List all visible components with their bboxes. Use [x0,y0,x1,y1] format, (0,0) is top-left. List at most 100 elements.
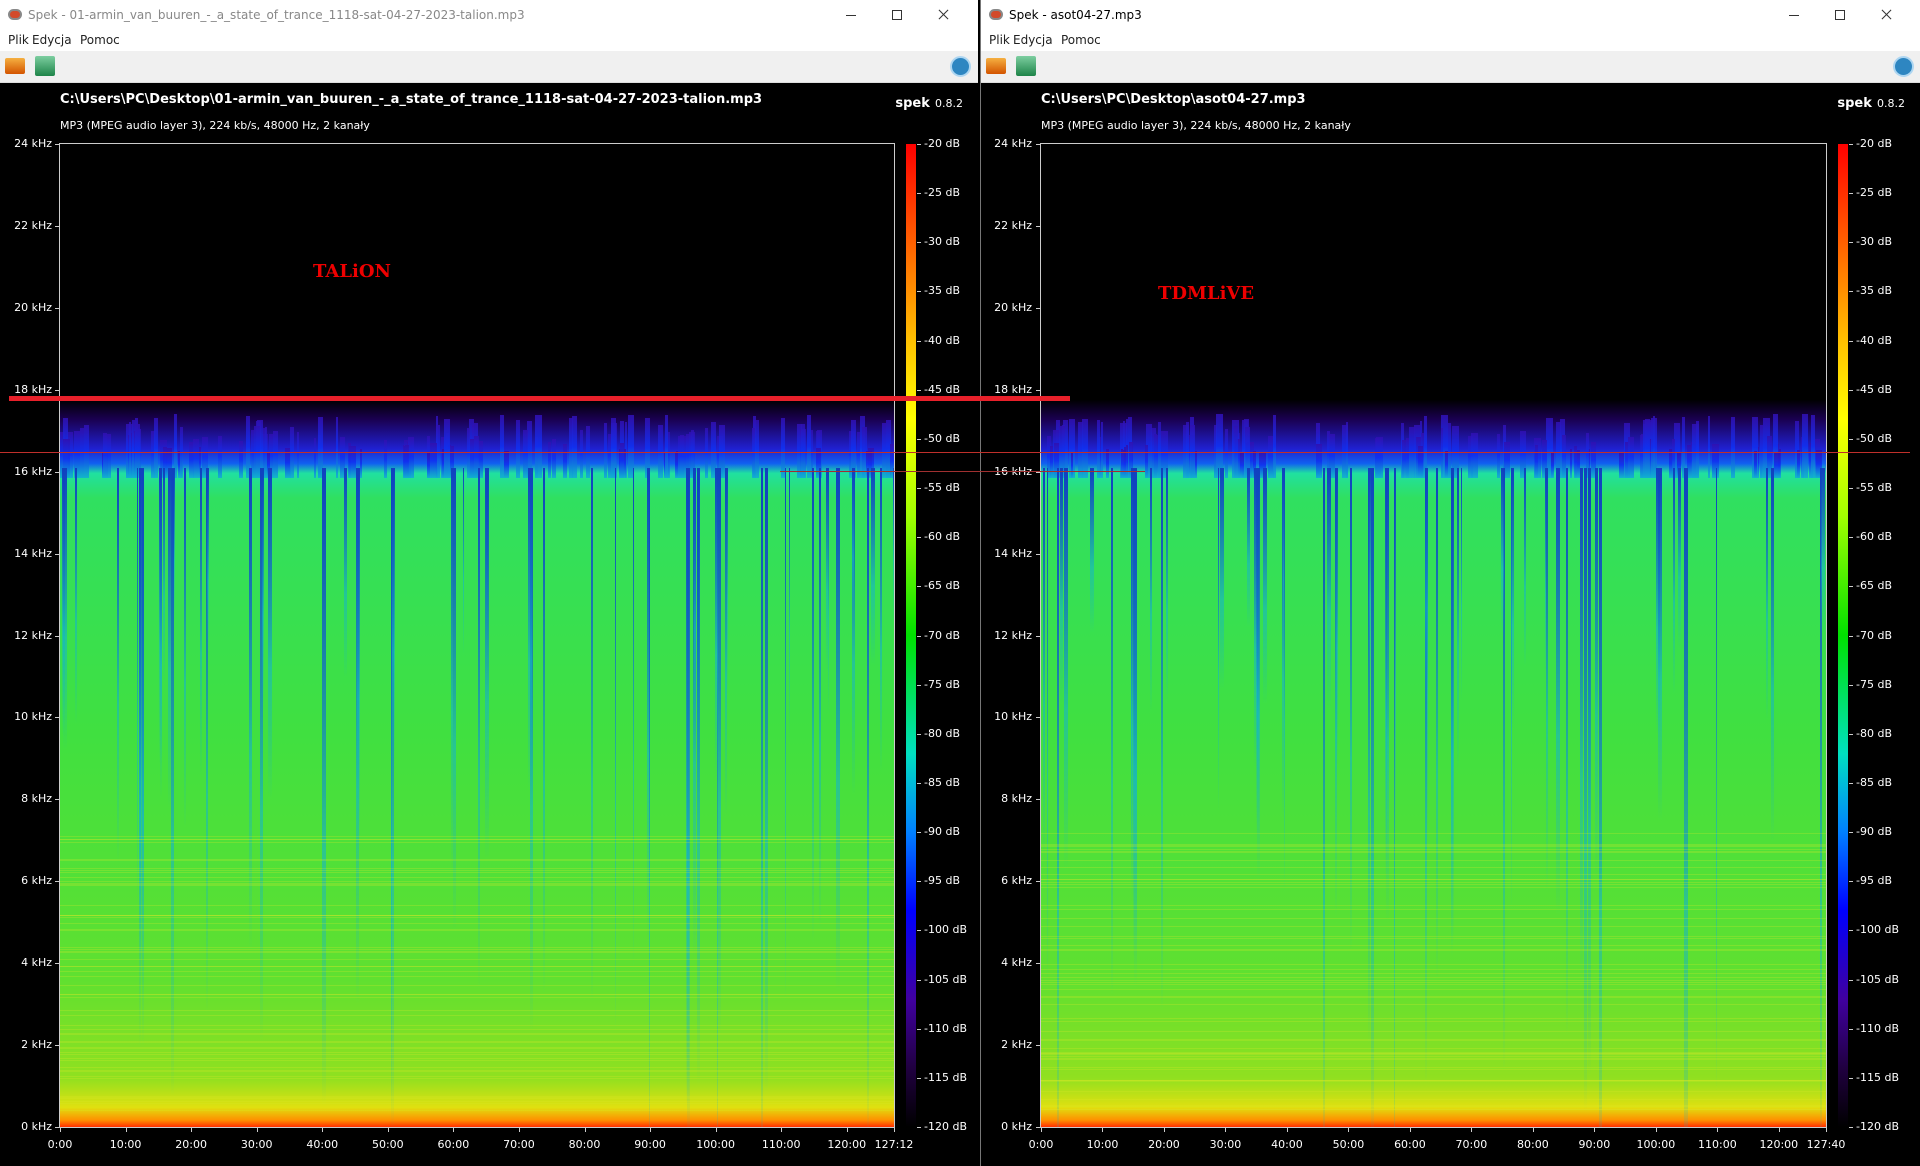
x-tick [126,1128,127,1132]
colorbar-label: -70 dB [924,629,960,642]
menu-item[interactable]: Edycja [1013,30,1053,51]
colorbar-label: -105 dB [1856,973,1899,986]
y-tick [1036,390,1040,391]
maximize-icon [1835,10,1845,20]
open-button[interactable] [986,58,1006,74]
y-tick-label: 0 kHz [21,1120,52,1133]
x-tick-label: 60:00 [423,1138,483,1151]
x-tick [191,1128,192,1132]
colorbar-tick [1849,636,1853,637]
y-tick-label: 14 kHz [14,547,52,560]
x-tick-label: 30:00 [1195,1138,1255,1151]
y-tick-label: 22 kHz [994,219,1032,232]
close-button[interactable] [1863,0,1909,30]
colorbar-label: -30 dB [924,235,960,248]
y-tick [1036,308,1040,309]
x-tick [322,1128,323,1132]
colorbar [1838,144,1848,1127]
x-tick-label: 50:00 [358,1138,418,1151]
toolbar [0,51,978,83]
x-tick-label: 60:00 [1380,1138,1440,1151]
y-tick [55,881,59,882]
x-tick [1102,1128,1103,1132]
menu-item[interactable]: Plik [8,30,29,51]
colorbar-tick [1849,439,1853,440]
y-tick [1036,717,1040,718]
colorbar-label: -95 dB [1856,874,1892,887]
colorbar-tick [917,586,921,587]
colorbar-tick [917,1127,921,1128]
y-tick [1036,144,1040,145]
x-tick [519,1128,520,1132]
x-tick [1410,1128,1411,1132]
app-icon [989,9,1003,20]
x-tick [781,1128,782,1132]
y-tick [1036,554,1040,555]
menu-item[interactable]: Plik [989,30,1010,51]
colorbar-tick [917,1029,921,1030]
colorbar-tick [1849,144,1853,145]
annotation: TDMLiVE [1158,283,1254,304]
help-button[interactable] [1893,56,1914,77]
colorbar-tick [1849,586,1853,587]
colorbar-tick [1849,930,1853,931]
y-tick [1036,1127,1040,1128]
colorbar-tick [1849,291,1853,292]
colorbar-label: -30 dB [1856,235,1892,248]
y-tick-label: 18 kHz [14,383,52,396]
x-tick [585,1128,586,1132]
colorbar-label: -115 dB [924,1071,967,1084]
menu-item[interactable]: Edycja [32,30,72,51]
colorbar-label: -40 dB [924,334,960,347]
window-title: Spek - asot04-27.mp3 [1009,0,1142,30]
x-tick-label: 20:00 [1134,1138,1194,1151]
colorbar-tick [917,930,921,931]
y-tick-label: 10 kHz [14,710,52,723]
colorbar-tick [1849,881,1853,882]
x-tick [1471,1128,1472,1132]
menu-item[interactable]: Pomoc [1061,30,1101,51]
colorbar-tick [917,341,921,342]
colorbar-tick [1849,832,1853,833]
plot-border [59,143,895,1128]
x-tick [1594,1128,1595,1132]
colorbar-label: -20 dB [924,137,960,150]
help-button[interactable] [950,56,971,77]
y-tick-label: 16 kHz [14,465,52,478]
red-guide-line [780,471,1145,472]
open-button[interactable] [5,58,25,74]
red-guide-line [0,452,1910,453]
colorbar-label: -110 dB [924,1022,967,1035]
colorbar-label: -25 dB [1856,186,1892,199]
x-tick-label: 30:00 [227,1138,287,1151]
colorbar-label: -85 dB [924,776,960,789]
colorbar-label: -55 dB [924,481,960,494]
minimize-button[interactable] [1771,0,1817,30]
colorbar-label: -50 dB [924,432,960,445]
save-button[interactable] [35,56,55,76]
y-tick-label: 20 kHz [14,301,52,314]
colorbar-tick [1849,537,1853,538]
y-tick [1036,799,1040,800]
y-tick [55,226,59,227]
close-button[interactable] [920,0,966,30]
colorbar-label: -90 dB [1856,825,1892,838]
x-tick-label: 100:00 [686,1138,746,1151]
maximize-button[interactable] [874,0,920,30]
x-tick-label: 110:00 [751,1138,811,1151]
x-tick-label: 80:00 [555,1138,615,1151]
y-tick [55,963,59,964]
y-tick [55,1127,59,1128]
y-tick-label: 12 kHz [994,629,1032,642]
minimize-button[interactable] [828,0,874,30]
save-button[interactable] [1016,56,1036,76]
colorbar-tick [917,537,921,538]
colorbar-tick [1849,1078,1853,1079]
x-tick-label: 50:00 [1318,1138,1378,1151]
menu-item[interactable]: Pomoc [80,30,120,51]
colorbar-label: -105 dB [924,973,967,986]
colorbar-label: -110 dB [1856,1022,1899,1035]
maximize-button[interactable] [1817,0,1863,30]
x-tick-label: 70:00 [489,1138,549,1151]
colorbar-label: -65 dB [924,579,960,592]
